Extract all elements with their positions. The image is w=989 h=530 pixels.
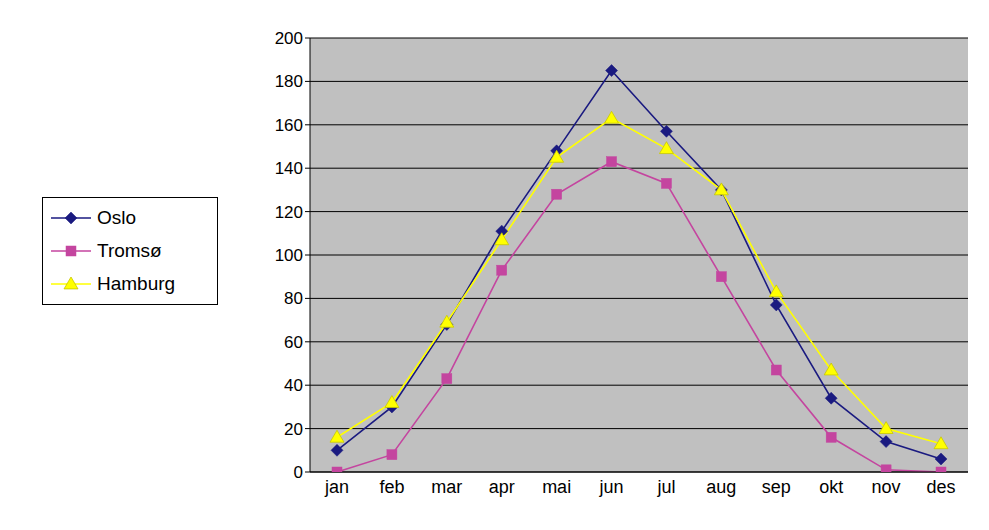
svg-text:jul: jul [656, 477, 675, 497]
svg-text:200: 200 [275, 29, 303, 48]
svg-text:nov: nov [872, 477, 901, 497]
svg-text:60: 60 [284, 333, 303, 352]
svg-text:apr: apr [489, 477, 515, 497]
svg-text:120: 120 [275, 203, 303, 222]
svg-text:100: 100 [275, 246, 303, 265]
svg-text:mai: mai [542, 477, 571, 497]
svg-text:des: des [926, 477, 955, 497]
svg-text:0: 0 [294, 463, 303, 482]
svg-text:80: 80 [284, 289, 303, 308]
html-text:Tromsø: Tromsø [97, 240, 162, 261]
svg-text:okt: okt [819, 477, 843, 497]
svg-text:40: 40 [284, 376, 303, 395]
svg-text:180: 180 [275, 72, 303, 91]
svg-text:jun: jun [599, 477, 624, 497]
html-text:Hamburg: Hamburg [97, 272, 176, 294]
svg-text:feb: feb [379, 477, 404, 497]
html-text:Oslo: Oslo [97, 207, 137, 229]
svg-text:20: 20 [284, 420, 303, 439]
svg-text:sep: sep [762, 477, 791, 497]
svg-text:jan: jan [324, 477, 349, 497]
svg-text:aug: aug [706, 477, 736, 497]
svg-text:mar: mar [431, 477, 462, 497]
svg-text:140: 140 [275, 159, 303, 178]
svg-text:160: 160 [275, 116, 303, 135]
